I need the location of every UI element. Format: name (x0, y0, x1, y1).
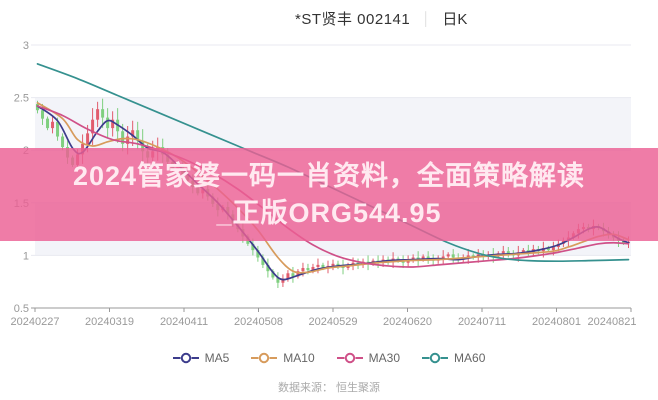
legend-marker-icon (172, 352, 199, 364)
ad-text-line1: 2024管家婆一码一肖资料，全面策略解读 (72, 160, 586, 191)
legend-label: MA30 (368, 351, 401, 365)
stock-title: *ST贤丰 002141 (295, 11, 411, 28)
title-separator: │ (422, 11, 431, 26)
ad-overlay-banner[interactable]: 2024管家婆一码一肖资料，全面策略解读 _正版ORG544.95 (0, 148, 658, 241)
svg-text:20240529: 20240529 (309, 316, 358, 328)
header-group: *ST贤丰 002141 │ 日K (295, 8, 467, 29)
data-source-value: 恒生聚源 (336, 382, 381, 394)
legend-marker-icon (251, 352, 278, 364)
x-axis-labels: 20240227 20240319 20240411 20240508 20240529… (11, 316, 637, 328)
svg-text:20240801: 20240801 (532, 316, 581, 328)
legend-label: MA5 (204, 351, 230, 365)
ma30-line (36, 105, 630, 268)
legend-item-ma30[interactable]: MA30 (336, 351, 401, 365)
legend-label: MA60 (454, 351, 486, 365)
svg-text:2.5: 2.5 (14, 93, 29, 105)
legend-item-ma10[interactable]: MA10 (251, 351, 315, 365)
data-source: 数据来源： 恒生聚源 (0, 379, 658, 395)
svg-text:0.5: 0.5 (14, 303, 29, 315)
svg-text:20240319: 20240319 (85, 316, 134, 328)
svg-text:1: 1 (23, 250, 29, 262)
period-tab-daily[interactable]: 日K (442, 11, 468, 28)
svg-text:20240508: 20240508 (234, 316, 283, 328)
svg-text:20240227: 20240227 (11, 316, 60, 328)
legend-label: MA10 (283, 351, 315, 365)
svg-text:3: 3 (23, 40, 29, 52)
legend-item-ma60[interactable]: MA60 (422, 351, 485, 365)
legend-marker-icon (336, 352, 363, 364)
svg-text:20240711: 20240711 (458, 316, 506, 328)
chart-legend: MA5 MA10 MA30 MA60 (0, 348, 658, 368)
legend-marker-icon (422, 352, 449, 364)
data-source-label: 数据来源： (277, 382, 333, 394)
svg-text:20240411: 20240411 (160, 316, 208, 328)
svg-text:20240821: 20240821 (588, 316, 637, 328)
chart-header: *ST贤丰 002141 │ 日K (0, 0, 658, 32)
x-axis (34, 308, 632, 312)
ad-text-line2: _正版ORG544.95 (216, 197, 442, 228)
legend-item-ma5[interactable]: MA5 (172, 351, 230, 365)
ma10-line (36, 102, 630, 274)
svg-text:20240620: 20240620 (383, 316, 432, 328)
